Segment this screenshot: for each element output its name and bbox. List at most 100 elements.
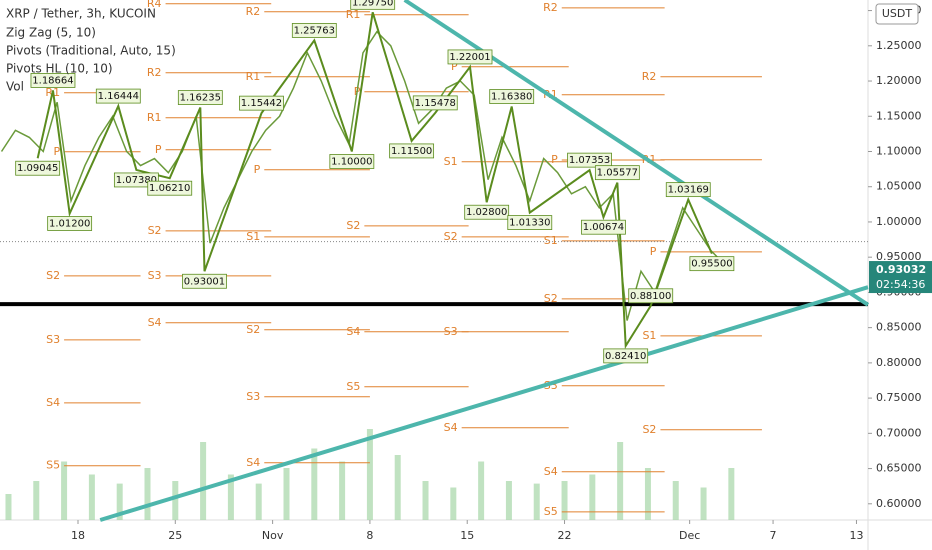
zigzag-label-box	[464, 204, 510, 220]
zigzag-label: 0.82410	[605, 351, 646, 362]
pivot-label: P	[650, 245, 657, 258]
zigzag-label: 1.18664	[32, 75, 73, 86]
pivot-label: S2	[444, 230, 458, 243]
trendline	[99, 285, 869, 522]
zigzag-label-box	[603, 348, 649, 364]
pivot-label: S3	[444, 325, 458, 338]
zigzag-label: 1.03169	[668, 185, 709, 196]
currency-box[interactable]	[875, 3, 919, 25]
volume-bar	[116, 483, 123, 520]
zigzag-label-box	[628, 288, 674, 304]
zigzag-label-box	[507, 215, 553, 230]
volume-bar	[61, 461, 68, 520]
y-tick-label: 0.95000	[876, 250, 922, 263]
zigzag-label: 1.15478	[415, 98, 456, 109]
countdown: 02:54:36	[876, 278, 925, 291]
pivot-label: S4	[544, 465, 558, 478]
pivot-label: S1	[246, 230, 260, 243]
pivot-label: S5	[544, 505, 558, 518]
pivot-label: R2	[246, 5, 261, 18]
currency[interactable]: USDT	[882, 7, 913, 20]
volume-bar	[561, 481, 568, 520]
zigzag-label-box	[30, 73, 76, 88]
pivot-label: P	[254, 163, 261, 176]
zigzag-label-box	[329, 154, 375, 169]
volume-bar	[617, 442, 624, 520]
volume-bar	[5, 494, 12, 520]
volume-bar	[33, 481, 40, 520]
volume-bar	[644, 468, 651, 520]
zigzag-label: 1.11500	[391, 146, 432, 157]
y-tick-label: 0.85000	[876, 321, 922, 334]
zigzag-label: 0.88100	[630, 291, 671, 302]
pivot-label: S3	[46, 333, 60, 346]
volume-bar	[450, 487, 457, 520]
x-tick-label: 25	[168, 529, 182, 542]
volume-bar	[311, 448, 318, 520]
zigzag-label-box	[689, 256, 735, 272]
volume-bar	[422, 481, 429, 520]
pivot-label: S2	[642, 423, 656, 436]
zigzag-label-box	[412, 95, 458, 111]
volume-bar	[366, 429, 373, 520]
zigzag-label: 1.02800	[466, 207, 507, 218]
pivot-label: S2	[544, 292, 558, 305]
zigzag-label-box	[15, 160, 61, 176]
y-tick-label: 1.05000	[876, 180, 922, 193]
price-line	[0, 30, 725, 321]
zigzag-label-box	[447, 49, 493, 65]
zigzag-label-box	[665, 182, 711, 198]
pivot-label: S3	[148, 269, 162, 282]
y-tick-label: 1.20000	[876, 74, 922, 87]
zigzag-label: 1.07353	[569, 155, 610, 166]
pivot-label: S1	[544, 234, 558, 247]
volume-bar	[339, 461, 346, 520]
pivot-label: P	[551, 153, 558, 166]
y-tick-label: 0.80000	[876, 356, 922, 369]
pivot-label: R1	[246, 70, 261, 83]
zigzag-label-box	[350, 0, 396, 10]
pivot-label: S4	[46, 396, 60, 409]
zigzag-label: 1.01330	[509, 218, 550, 229]
zigzag-label: 1.16235	[180, 93, 221, 104]
pivot-label: S4	[246, 456, 260, 469]
pivot-label: R2	[147, 66, 162, 79]
zigzag-label: 1.01200	[49, 218, 90, 229]
zigzag-label: 0.95500	[691, 259, 732, 270]
pivot-label: P	[155, 143, 162, 156]
indicator: Pivots HL (10, 10)	[6, 62, 113, 76]
pivot-label: P	[53, 145, 60, 158]
x-tick-label: 15	[460, 529, 474, 542]
zigzag-label: 1.10000	[331, 156, 372, 167]
pivot-label: S2	[46, 269, 60, 282]
zigzag-label: 1.25763	[294, 25, 335, 36]
plot: 1.300001.250001.200001.150001.100001.050…	[0, 0, 922, 542]
pivot-label: S4	[346, 325, 360, 338]
x-tick-label: 22	[558, 529, 572, 542]
zigzag-label: 1.09045	[17, 163, 58, 174]
y-tick-label: 1.00000	[876, 215, 922, 228]
pivot-label: R4	[147, 0, 162, 10]
pivot-label: R2	[642, 70, 657, 83]
zigzag-label-box	[177, 90, 223, 105]
zigzag-line	[36, 12, 713, 350]
pivot-label: S3	[246, 390, 260, 403]
y-tick-label: 0.65000	[876, 462, 922, 475]
pivot-label: R2	[543, 1, 558, 14]
volume-bar	[672, 481, 679, 520]
pivot-label: S5	[46, 459, 60, 472]
zigzag-label-box	[147, 180, 193, 196]
pivot-label: R1	[147, 111, 162, 124]
pivot-label: P	[451, 60, 458, 73]
volume-bar	[728, 468, 735, 520]
y-tick-label: 1.25000	[876, 39, 922, 52]
zigzag-label: 1.15442	[241, 98, 282, 109]
zigzag-label-box	[95, 88, 141, 104]
zigzag-label-box	[291, 23, 337, 38]
zigzag-label-box	[239, 95, 284, 111]
chart-title: XRP / Tether, 3h, KUCOIN	[6, 7, 156, 21]
zigzag-label: 1.06210	[149, 183, 190, 194]
y-tick-label: 1.15000	[876, 109, 922, 122]
indicator: Vol	[6, 80, 24, 94]
